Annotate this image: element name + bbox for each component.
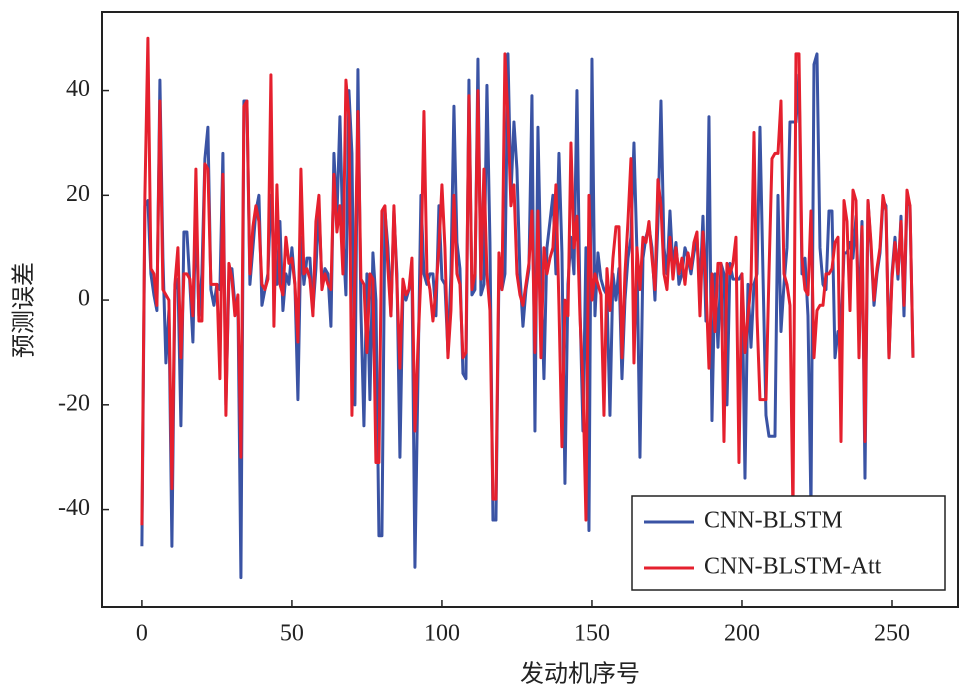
y-tick-label: 20	[66, 181, 90, 207]
x-tick-label: 100	[424, 621, 460, 647]
data-line	[140, 36, 915, 526]
x-tick-label: 50	[280, 621, 304, 647]
y-axis-label: 预测误差	[11, 262, 38, 358]
legend-box	[631, 495, 946, 591]
legend-label: CNN-BLSTM-Att	[704, 554, 882, 580]
legend: CNN-BLSTM CNN-BLSTM-Att	[631, 495, 946, 591]
x-tick-label: 200	[724, 621, 760, 647]
y-tick-label: 40	[66, 76, 90, 102]
x-axis-label: 发动机序号	[520, 661, 640, 688]
plot-frame	[101, 11, 959, 608]
y-tick-label: -40	[58, 495, 90, 521]
legend-label: CNN-BLSTM	[704, 508, 843, 534]
y-tick-label: 0	[78, 286, 90, 312]
x-tick-label: 150	[574, 621, 610, 647]
y-tick-label: -20	[58, 390, 90, 416]
x-tick-label: 0	[136, 621, 148, 647]
x-tick-label: 250	[874, 621, 910, 647]
